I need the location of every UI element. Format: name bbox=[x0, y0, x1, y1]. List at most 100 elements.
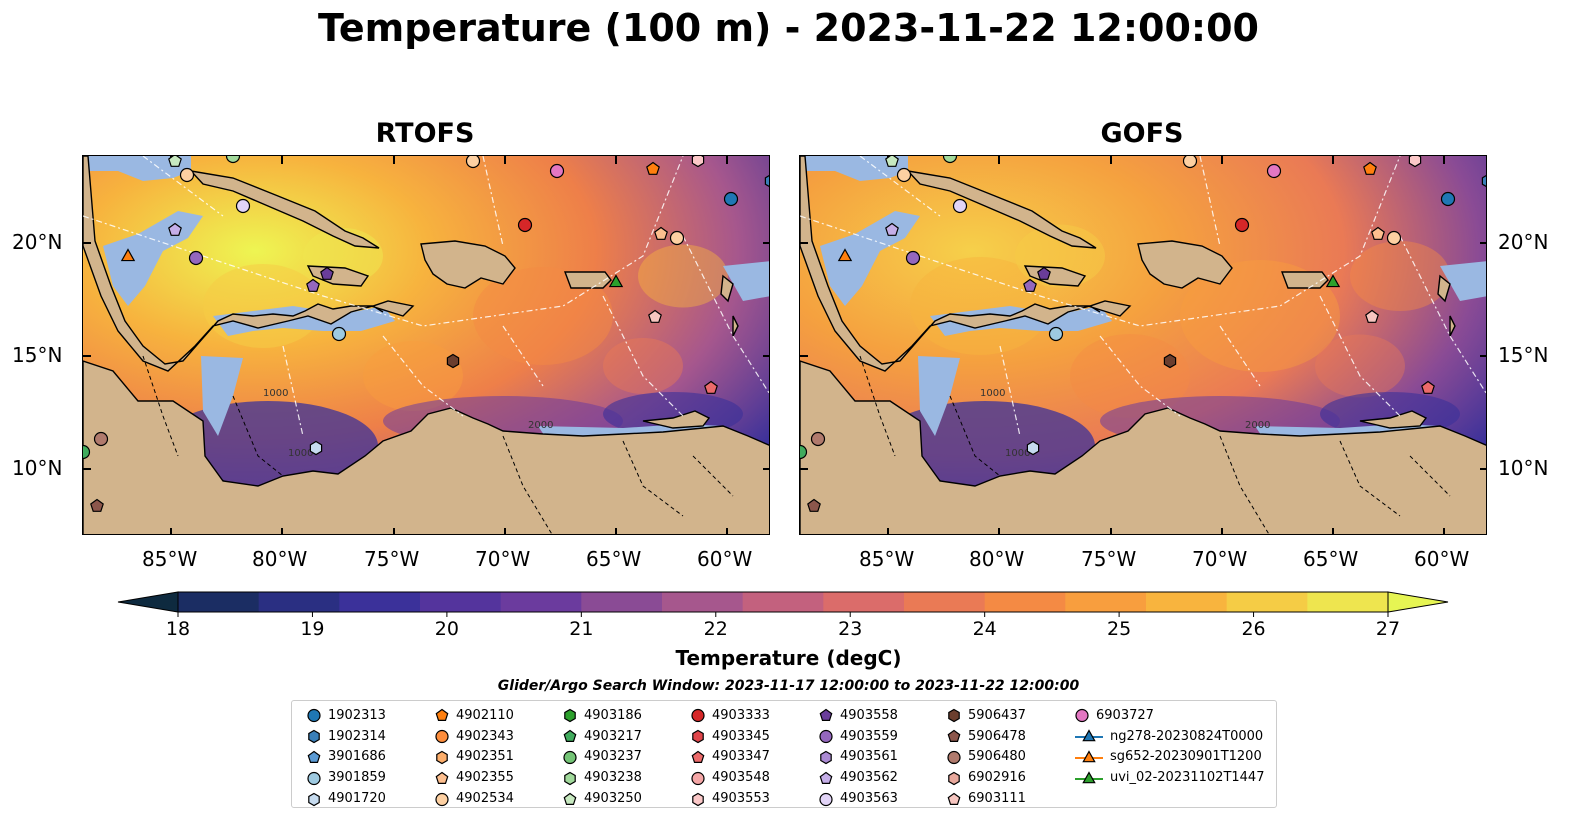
colorbar-segment bbox=[500, 592, 582, 612]
legend-item: 4903186 bbox=[562, 705, 642, 726]
legend-marker-icon bbox=[435, 709, 449, 722]
legend-item: 4902534 bbox=[434, 788, 514, 809]
colorbar-tick-label: 22 bbox=[703, 618, 728, 640]
float-marker bbox=[235, 198, 251, 214]
legend-marker-icon bbox=[820, 750, 832, 765]
legend-label: 5906478 bbox=[968, 728, 1026, 744]
legend-item: 4902343 bbox=[434, 726, 514, 747]
legend: 1902313 1902314 3901686 3901859 4901720 49021… bbox=[291, 700, 1277, 808]
legend-label: 4903238 bbox=[584, 770, 642, 786]
legend-item: 4903548 bbox=[690, 767, 770, 788]
float-marker bbox=[465, 156, 481, 169]
legend-item: 1902314 bbox=[306, 726, 386, 747]
legend-marker-icon bbox=[692, 729, 704, 744]
legend-marker-icon bbox=[948, 709, 960, 723]
float-marker bbox=[648, 309, 662, 323]
float-marker bbox=[837, 248, 853, 262]
legend-item: 4902351 bbox=[434, 747, 514, 768]
legend-label: 6902916 bbox=[968, 770, 1026, 786]
figure-title: Temperature (100 m) - 2023-11-22 12:00:0… bbox=[317, 6, 1259, 50]
legend-marker-icon bbox=[691, 771, 705, 785]
legend-item: 4903563 bbox=[818, 788, 898, 809]
legend-marker-icon bbox=[308, 729, 320, 744]
legend-item: 1902313 bbox=[306, 705, 386, 726]
legend-item: uvi_02-20231102T1447 bbox=[1074, 767, 1264, 788]
float-marker bbox=[83, 444, 91, 460]
legend-marker-icon bbox=[691, 750, 705, 763]
lon-label-80w-a: 80°W bbox=[252, 547, 308, 571]
colorbar-segment bbox=[823, 592, 905, 612]
legend-marker-icon bbox=[947, 792, 961, 805]
legend-item: 5906437 bbox=[946, 705, 1026, 726]
legend-label: 4903237 bbox=[584, 749, 642, 765]
legend-marker-icon bbox=[308, 792, 320, 806]
float-marker bbox=[952, 198, 968, 214]
legend-item: 4903333 bbox=[690, 705, 770, 726]
colorbar-segment bbox=[1146, 592, 1228, 612]
legend-label: 3901859 bbox=[328, 770, 386, 786]
legend-marker-icon bbox=[435, 771, 449, 784]
colorbar-segment bbox=[1307, 592, 1389, 612]
legend-label: 4902534 bbox=[456, 791, 514, 807]
legend-column: 6903727 ng278-20230824T0000 sg652-20230901… bbox=[1074, 705, 1264, 788]
legend-item: 4903347 bbox=[690, 747, 770, 768]
legend-label: 4903558 bbox=[840, 707, 898, 723]
svg-text:1000: 1000 bbox=[263, 388, 288, 399]
float-marker bbox=[225, 156, 241, 164]
legend-marker-icon bbox=[819, 771, 833, 784]
legend-item: 4903558 bbox=[818, 705, 898, 726]
legend-label: 5906480 bbox=[968, 749, 1026, 765]
legend-item: 5906480 bbox=[946, 747, 1026, 768]
legend-label: 4903333 bbox=[712, 707, 770, 723]
svg-text:1000: 1000 bbox=[288, 448, 313, 459]
float-marker bbox=[120, 248, 136, 262]
float-marker bbox=[1182, 156, 1198, 169]
lon-label-65w-a: 65°W bbox=[586, 547, 642, 571]
float-marker bbox=[905, 250, 921, 266]
legend-item: 6903727 bbox=[1074, 705, 1264, 726]
rtofs-map-panel: 1000 1000 2000 bbox=[82, 155, 770, 535]
legend-marker-icon bbox=[819, 730, 833, 744]
legend-item: 4901720 bbox=[306, 788, 386, 809]
legend-item: 4903345 bbox=[690, 726, 770, 747]
legend-column: 4903333 4903345 4903347 4903548 4903553 bbox=[690, 705, 770, 809]
legend-marker-icon bbox=[1075, 750, 1103, 763]
legend-label: 6903727 bbox=[1096, 707, 1154, 723]
float-marker bbox=[309, 440, 323, 456]
legend-label: 4903559 bbox=[840, 728, 898, 744]
legend-item: 6902916 bbox=[946, 767, 1026, 788]
legend-item: 4903562 bbox=[818, 767, 898, 788]
colorbar-segment bbox=[904, 592, 986, 612]
lat-label-15n-right: 15°N bbox=[1498, 343, 1549, 367]
legend-item: 4903250 bbox=[562, 788, 642, 809]
legend-item: 4903559 bbox=[818, 726, 898, 747]
legend-marker-icon bbox=[563, 750, 577, 765]
legend-marker-icon bbox=[435, 792, 449, 806]
float-marker bbox=[1026, 440, 1040, 456]
lat-label-10n-right: 10°N bbox=[1498, 456, 1549, 480]
lon-label-65w-b: 65°W bbox=[1303, 547, 1359, 571]
float-marker bbox=[90, 498, 104, 512]
colorbar-tick-label: 24 bbox=[972, 618, 997, 640]
svg-text:1000: 1000 bbox=[1005, 448, 1030, 459]
float-marker bbox=[1421, 380, 1435, 394]
colorbar-segment bbox=[1226, 592, 1308, 612]
legend-label: 1902313 bbox=[328, 707, 386, 723]
colorbar-tick-label: 27 bbox=[1375, 618, 1401, 640]
colorbar-tick-label: 19 bbox=[300, 618, 325, 640]
float-marker bbox=[885, 222, 899, 236]
float-marker bbox=[810, 431, 826, 447]
lon-label-75w-b: 75°W bbox=[1081, 547, 1137, 571]
colorbar-segment bbox=[662, 592, 744, 612]
legend-column: 4902110 4902343 4902351 4902355 4902534 bbox=[434, 705, 514, 809]
legend-item: 3901686 bbox=[306, 747, 386, 768]
colorbar-segment bbox=[258, 592, 340, 612]
legend-label: 6903111 bbox=[968, 791, 1026, 807]
float-marker bbox=[93, 431, 109, 447]
legend-column: 5906437 5906478 5906480 6902916 6903111 bbox=[946, 705, 1026, 809]
colorbar-tick-label: 20 bbox=[434, 618, 459, 640]
legend-marker-icon bbox=[947, 729, 961, 743]
colorbar-tick-label: 26 bbox=[1241, 618, 1266, 640]
legend-item: 4903553 bbox=[690, 788, 770, 809]
legend-item: 4903237 bbox=[562, 747, 642, 768]
